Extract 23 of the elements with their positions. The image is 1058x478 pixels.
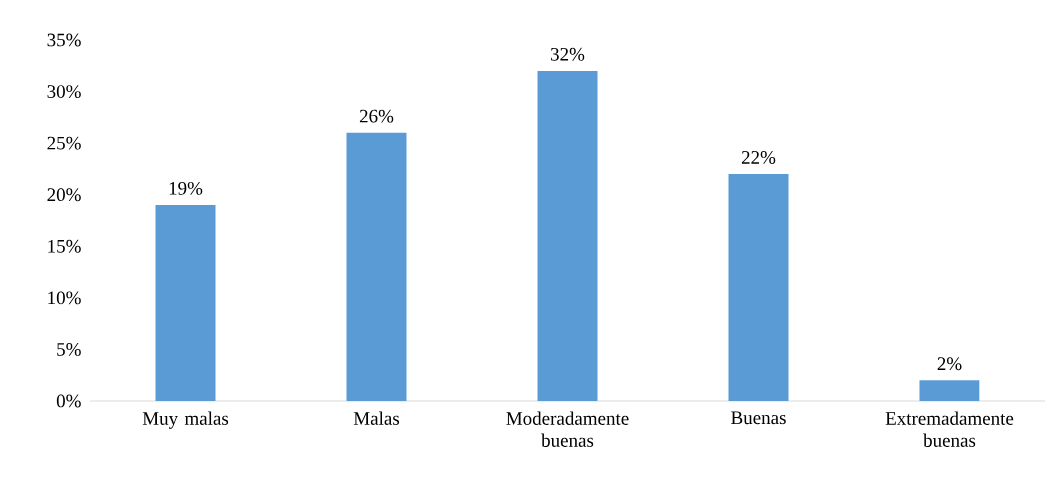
x-tick-label: Buenas xyxy=(731,411,786,425)
x-tick-label: Malas xyxy=(353,411,400,425)
bar xyxy=(537,70,598,401)
y-tick-label: 20% xyxy=(47,188,81,202)
y-tick-label: 25% xyxy=(47,136,81,150)
x-tick-label: Moderadamente buenas xyxy=(506,411,629,447)
x-tick-label: Extremadamente buenas xyxy=(885,411,1014,447)
data-label: 19% xyxy=(169,181,203,195)
data-label: 32% xyxy=(551,47,585,61)
y-tick-label: 15% xyxy=(48,239,81,253)
data-label: 22% xyxy=(741,151,776,164)
x-tick-label: Muy malas xyxy=(142,411,229,429)
y-tick-label: 10% xyxy=(48,291,81,305)
bar xyxy=(728,174,789,401)
bar xyxy=(346,132,407,401)
y-tick-label: 0% xyxy=(56,394,81,408)
data-label: 26% xyxy=(359,109,394,123)
data-label: 2% xyxy=(937,357,962,371)
y-tick-label: 30% xyxy=(47,85,81,99)
bar xyxy=(155,205,216,401)
y-tick-label: 35% xyxy=(47,33,81,47)
bar xyxy=(919,380,980,401)
y-tick-label: 5% xyxy=(57,342,81,356)
